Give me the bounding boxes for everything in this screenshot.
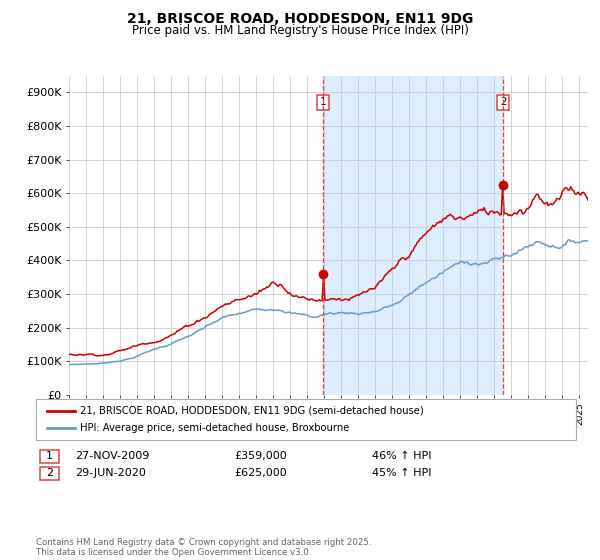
Text: HPI: Average price, semi-detached house, Broxbourne: HPI: Average price, semi-detached house,…: [80, 423, 349, 433]
Text: Contains HM Land Registry data © Crown copyright and database right 2025.
This d: Contains HM Land Registry data © Crown c…: [36, 538, 371, 557]
Text: 27-NOV-2009: 27-NOV-2009: [75, 451, 149, 461]
Text: 1: 1: [320, 97, 326, 108]
Text: 2: 2: [500, 97, 506, 108]
Text: 45% ↑ HPI: 45% ↑ HPI: [372, 468, 431, 478]
Text: Price paid vs. HM Land Registry's House Price Index (HPI): Price paid vs. HM Land Registry's House …: [131, 24, 469, 36]
Text: 29-JUN-2020: 29-JUN-2020: [75, 468, 146, 478]
Text: 2: 2: [46, 468, 53, 478]
Bar: [323, 76, 503, 395]
Text: £625,000: £625,000: [234, 468, 287, 478]
Text: 46% ↑ HPI: 46% ↑ HPI: [372, 451, 431, 461]
Text: £359,000: £359,000: [234, 451, 287, 461]
Text: 21, BRISCOE ROAD, HODDESDON, EN11 9DG: 21, BRISCOE ROAD, HODDESDON, EN11 9DG: [127, 12, 473, 26]
Text: 1: 1: [46, 451, 53, 461]
Text: 21, BRISCOE ROAD, HODDESDON, EN11 9DG (semi-detached house): 21, BRISCOE ROAD, HODDESDON, EN11 9DG (s…: [80, 405, 424, 416]
